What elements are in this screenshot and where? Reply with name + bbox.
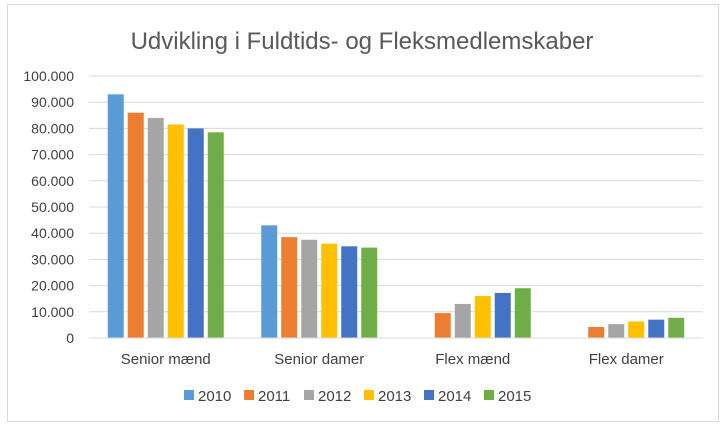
bar-2013-3	[628, 321, 645, 338]
y-tick-label: 0	[66, 330, 74, 346]
bar-2010-1	[261, 225, 278, 338]
bar-2011-1	[281, 237, 298, 338]
y-tick-label: 20.000	[31, 278, 74, 294]
legend-label: 2013	[378, 388, 411, 405]
legend: 2010 2011 2012 2013 2014 2015	[184, 388, 531, 405]
x-category-label: Flex damer	[589, 351, 664, 368]
y-tick-label: 80.000	[31, 120, 74, 136]
x-category-label: Senior damer	[274, 351, 364, 368]
y-tick-label: 40.000	[31, 225, 74, 241]
bar-2014-2	[494, 292, 511, 338]
chart-frame	[7, 4, 719, 422]
legend-label: 2010	[198, 388, 231, 405]
bar-2015-2	[514, 288, 531, 338]
y-tick-label: 60.000	[31, 173, 74, 189]
bar-2010-0	[107, 94, 124, 338]
y-tick-label: 100.000	[23, 68, 74, 84]
legend-label: 2011	[258, 388, 290, 405]
bar-2013-2	[474, 296, 491, 338]
bar-2013-1	[321, 243, 338, 338]
bar-2015-3	[668, 317, 685, 338]
chart-title: Udvikling i Fuldtids- og Fleksmedlemskab…	[131, 28, 594, 55]
y-tick-label: 90.000	[31, 94, 74, 110]
y-tick-label: 50.000	[31, 199, 74, 215]
bar-2014-3	[648, 319, 665, 338]
legend-swatch-2010	[184, 390, 194, 400]
bar-2011-2	[434, 313, 451, 338]
legend-swatch-2011	[244, 390, 254, 400]
legend-swatch-2015	[484, 390, 494, 400]
bar-2011-3	[588, 326, 605, 338]
y-axis-ticks: 0 10.000 20.000 30.000 40.000 50.000 60.000 70.…	[23, 68, 74, 346]
y-tick-label: 30.000	[31, 251, 74, 267]
bar-2012-0	[147, 117, 164, 338]
legend-swatch-2012	[304, 390, 314, 400]
y-tick-label: 70.000	[31, 147, 74, 163]
bar-2013-0	[167, 124, 184, 338]
x-axis: Senior mænd Senior damer Flex mænd Flex dam…	[89, 337, 703, 368]
bar-2015-1	[361, 247, 378, 338]
bar-2012-2	[454, 303, 471, 338]
y-tick-label: 10.000	[31, 304, 74, 320]
bar-2012-1	[301, 239, 318, 338]
legend-label: 2014	[438, 388, 471, 405]
bar-2011-0	[127, 112, 144, 339]
bar-2014-0	[187, 128, 204, 338]
bar-2012-3	[608, 324, 625, 338]
bars	[107, 94, 685, 339]
x-category-label: Senior mænd	[121, 351, 211, 368]
legend-swatch-2014	[424, 390, 434, 400]
x-category-label: Flex mænd	[435, 351, 510, 368]
bar-2014-1	[341, 246, 358, 338]
bar-2015-0	[207, 132, 224, 338]
legend-label: 2015	[498, 388, 531, 405]
legend-swatch-2013	[364, 390, 374, 400]
legend-label: 2012	[318, 388, 351, 405]
